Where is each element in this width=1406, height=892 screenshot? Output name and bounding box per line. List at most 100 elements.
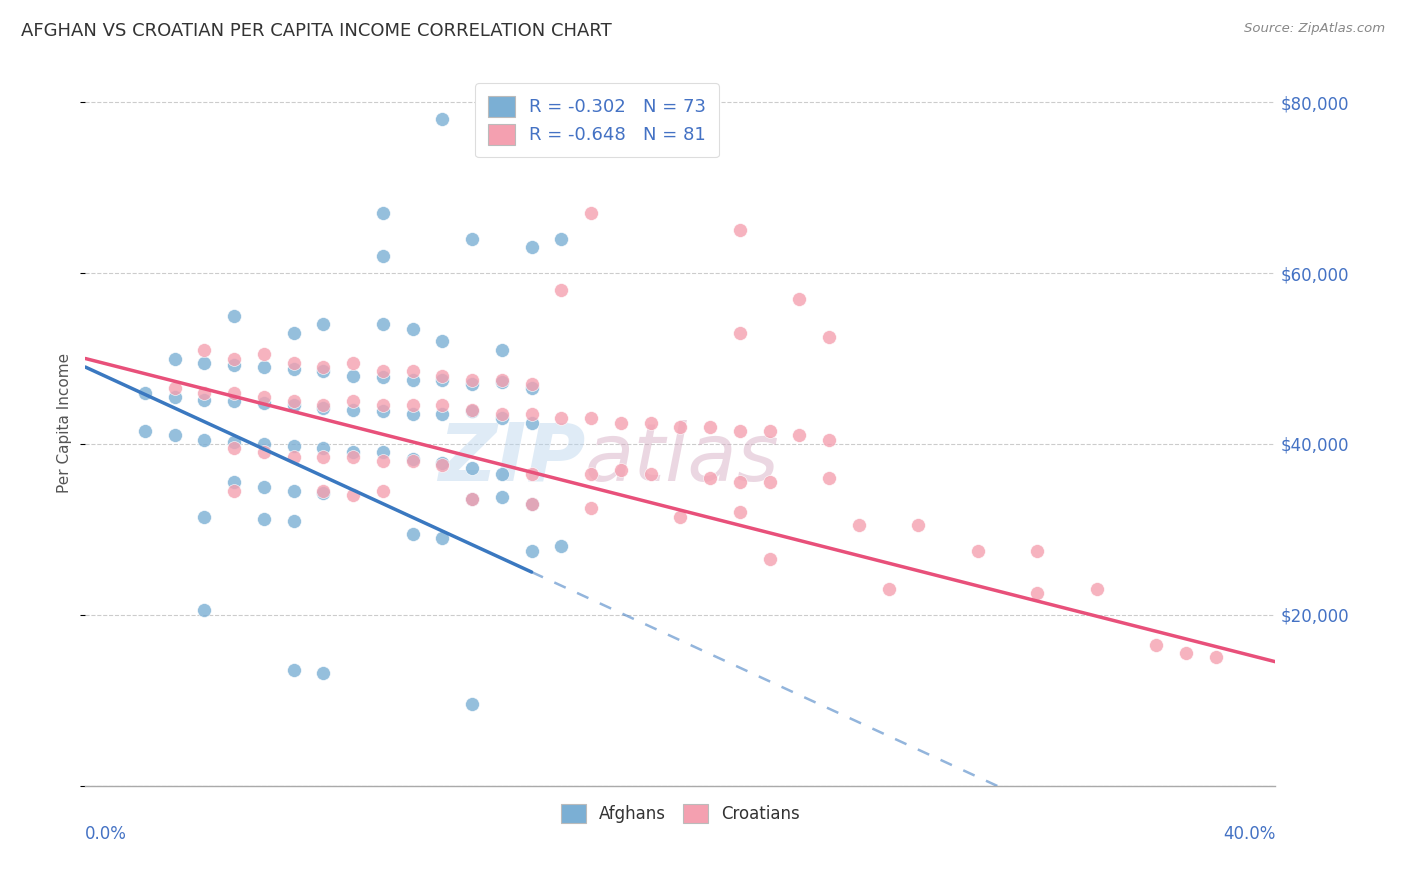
- Point: [579, 467, 602, 481]
- Point: [134, 385, 156, 400]
- Text: 0.0%: 0.0%: [86, 825, 128, 844]
- Point: [253, 437, 276, 451]
- Point: [283, 399, 305, 413]
- Point: [461, 492, 484, 507]
- Text: ZIP: ZIP: [437, 420, 585, 498]
- Point: [520, 543, 543, 558]
- Point: [461, 232, 484, 246]
- Point: [371, 445, 394, 459]
- Point: [193, 385, 215, 400]
- Point: [401, 364, 423, 378]
- Point: [461, 373, 484, 387]
- Point: [312, 364, 335, 378]
- Point: [253, 396, 276, 410]
- Point: [758, 475, 780, 490]
- Point: [193, 433, 215, 447]
- Point: [520, 467, 543, 481]
- Point: [728, 223, 751, 237]
- Point: [312, 483, 335, 498]
- Point: [432, 373, 454, 387]
- Point: [342, 368, 364, 383]
- Point: [193, 603, 215, 617]
- Point: [283, 361, 305, 376]
- Point: [371, 404, 394, 418]
- Point: [224, 351, 246, 366]
- Point: [818, 471, 841, 485]
- Legend: Afghans, Croatians: Afghans, Croatians: [553, 796, 808, 831]
- Text: Source: ZipAtlas.com: Source: ZipAtlas.com: [1244, 22, 1385, 36]
- Point: [371, 454, 394, 468]
- Point: [491, 376, 513, 390]
- Point: [610, 108, 633, 122]
- Point: [550, 540, 572, 554]
- Point: [283, 394, 305, 409]
- Point: [520, 497, 543, 511]
- Point: [371, 483, 394, 498]
- Point: [312, 399, 335, 413]
- Point: [789, 428, 811, 442]
- Point: [1205, 650, 1227, 665]
- Point: [432, 334, 454, 349]
- Point: [699, 420, 721, 434]
- Point: [550, 411, 572, 425]
- Point: [193, 356, 215, 370]
- Point: [283, 439, 305, 453]
- Point: [224, 385, 246, 400]
- Point: [342, 394, 364, 409]
- Point: [520, 416, 543, 430]
- Point: [491, 407, 513, 421]
- Point: [640, 416, 662, 430]
- Point: [550, 232, 572, 246]
- Point: [1085, 582, 1108, 596]
- Point: [193, 392, 215, 407]
- Point: [461, 404, 484, 418]
- Point: [283, 450, 305, 464]
- Point: [401, 452, 423, 467]
- Point: [342, 450, 364, 464]
- Point: [283, 356, 305, 370]
- Point: [818, 330, 841, 344]
- Point: [848, 518, 870, 533]
- Point: [758, 552, 780, 566]
- Point: [224, 475, 246, 490]
- Point: [610, 416, 633, 430]
- Point: [312, 360, 335, 375]
- Point: [312, 318, 335, 332]
- Point: [371, 249, 394, 263]
- Point: [432, 531, 454, 545]
- Point: [224, 394, 246, 409]
- Point: [253, 390, 276, 404]
- Point: [640, 467, 662, 481]
- Point: [134, 424, 156, 438]
- Point: [312, 450, 335, 464]
- Point: [283, 326, 305, 340]
- Point: [342, 402, 364, 417]
- Point: [163, 390, 186, 404]
- Point: [163, 428, 186, 442]
- Y-axis label: Per Capita Income: Per Capita Income: [58, 352, 72, 492]
- Point: [520, 377, 543, 392]
- Point: [371, 399, 394, 413]
- Point: [371, 370, 394, 384]
- Point: [283, 663, 305, 677]
- Point: [520, 407, 543, 421]
- Point: [283, 514, 305, 528]
- Point: [461, 492, 484, 507]
- Point: [432, 399, 454, 413]
- Point: [401, 407, 423, 421]
- Point: [283, 483, 305, 498]
- Point: [224, 309, 246, 323]
- Point: [342, 488, 364, 502]
- Point: [520, 381, 543, 395]
- Point: [224, 483, 246, 498]
- Point: [371, 364, 394, 378]
- Point: [758, 424, 780, 438]
- Point: [224, 441, 246, 455]
- Point: [1144, 638, 1167, 652]
- Text: AFGHAN VS CROATIAN PER CAPITA INCOME CORRELATION CHART: AFGHAN VS CROATIAN PER CAPITA INCOME COR…: [21, 22, 612, 40]
- Point: [728, 505, 751, 519]
- Point: [491, 490, 513, 504]
- Point: [491, 411, 513, 425]
- Text: 40.0%: 40.0%: [1223, 825, 1275, 844]
- Point: [491, 373, 513, 387]
